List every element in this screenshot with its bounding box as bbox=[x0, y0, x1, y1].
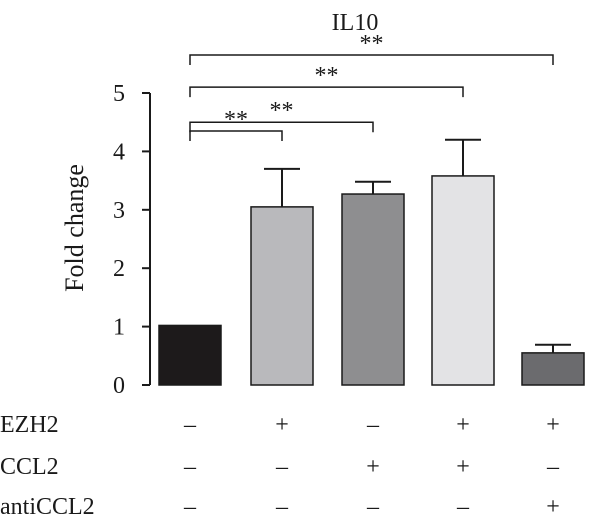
bar bbox=[431, 175, 495, 386]
bar bbox=[521, 352, 585, 386]
condition-sign: – bbox=[367, 494, 379, 520]
condition-sign: + bbox=[546, 412, 560, 438]
bar bbox=[250, 206, 314, 386]
significance-label: ** bbox=[270, 98, 294, 124]
condition-sign: – bbox=[547, 454, 559, 480]
condition-sign: – bbox=[367, 412, 379, 438]
condition-sign: – bbox=[184, 494, 196, 520]
y-tick-label: 3 bbox=[113, 198, 125, 224]
chart-title: IL10 bbox=[332, 10, 379, 36]
y-tick-label: 0 bbox=[113, 373, 125, 399]
y-tick-label: 5 bbox=[113, 81, 125, 107]
bar-chart: IL10 Fold change 0 1 2 3 4 5 ** ** ** ** bbox=[60, 10, 585, 399]
y-ticks: 0 1 2 3 4 5 bbox=[113, 81, 150, 399]
bars bbox=[158, 138, 585, 386]
condition-sign: + bbox=[275, 412, 289, 438]
condition-sign: – bbox=[184, 412, 196, 438]
bar bbox=[341, 193, 405, 386]
condition-sign: + bbox=[366, 454, 380, 480]
significance-bracket bbox=[189, 130, 283, 141]
bar bbox=[158, 324, 222, 386]
condition-label: antiCCL2 bbox=[0, 494, 95, 520]
condition-sign: – bbox=[184, 454, 196, 480]
condition-sign: – bbox=[457, 494, 469, 520]
y-axis-label: Fold change bbox=[60, 164, 89, 292]
condition-sign: + bbox=[456, 412, 470, 438]
significance-bracket bbox=[189, 121, 374, 133]
condition-sign: – bbox=[276, 454, 288, 480]
significance-label: ** bbox=[360, 31, 384, 57]
y-tick-label: 1 bbox=[113, 315, 125, 341]
significance-bracket bbox=[189, 54, 554, 66]
condition-label: EZH2 bbox=[0, 412, 59, 438]
condition-sign: + bbox=[546, 494, 560, 520]
y-tick-label: 2 bbox=[113, 256, 125, 282]
y-tick-label: 4 bbox=[113, 139, 125, 165]
condition-sign: – bbox=[276, 494, 288, 520]
condition-sign: + bbox=[456, 454, 470, 480]
significance-bracket bbox=[189, 86, 464, 98]
significance-label: ** bbox=[224, 107, 248, 133]
significance-brackets: ** ** ** ** bbox=[189, 31, 554, 141]
condition-label: CCL2 bbox=[0, 454, 59, 480]
significance-label: ** bbox=[315, 63, 339, 89]
